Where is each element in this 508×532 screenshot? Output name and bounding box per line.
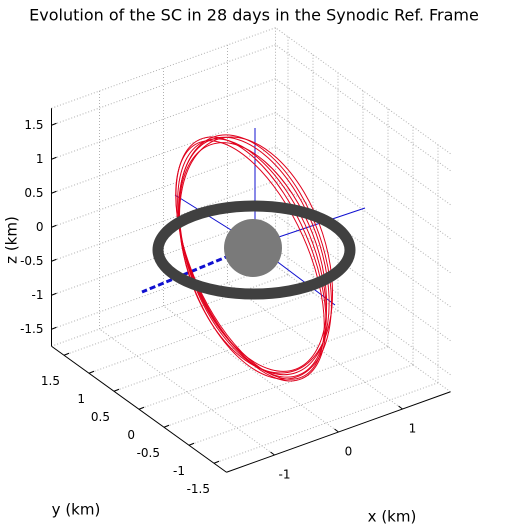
- z-tick-label: -1: [32, 288, 44, 302]
- grid-line: [51, 180, 276, 262]
- z-tick-label: -1.5: [20, 322, 43, 336]
- y-tick-label: -1: [173, 464, 185, 478]
- grid-line: [63, 274, 289, 356]
- z-axis-label: z (km): [3, 216, 21, 264]
- z-tick: [51, 122, 57, 126]
- y-tick-label: -0.5: [137, 446, 160, 460]
- z-tick-label: 1.5: [24, 118, 43, 132]
- sphere: [224, 219, 282, 277]
- y-tick: [88, 370, 95, 374]
- x-tick: [334, 428, 339, 433]
- grid-line: [113, 310, 339, 392]
- z-tick-label: -0.5: [20, 254, 43, 268]
- z-tick: [51, 258, 57, 262]
- y-tick-label: -1.5: [187, 482, 210, 496]
- x-axis-label: x (km): [368, 508, 417, 526]
- x-tick-label: 1: [409, 422, 417, 436]
- grid-line: [138, 328, 364, 410]
- z-tick: [51, 292, 57, 296]
- z-tick-label: 1: [36, 152, 44, 166]
- scene: [141, 128, 366, 382]
- x-tick-label: 0: [345, 445, 353, 459]
- ring: [152, 200, 356, 300]
- grid-line: [163, 346, 389, 428]
- y-tick: [113, 388, 120, 392]
- y-tick: [138, 406, 145, 410]
- grid-line: [51, 44, 276, 126]
- y-axis-label: y (km): [52, 501, 101, 519]
- z-tick: [51, 326, 57, 330]
- grid-line: [51, 78, 276, 160]
- chart-title: Evolution of the SC in 28 days in the Sy…: [29, 6, 479, 25]
- y-tick-label: 0.5: [91, 410, 110, 424]
- box-edge: [51, 27, 276, 109]
- x-tick: [398, 405, 403, 410]
- y-tick-label: 1: [77, 392, 85, 406]
- z-tick: [51, 156, 57, 160]
- grid-line: [227, 282, 403, 410]
- grid-line: [213, 382, 439, 464]
- grid-line: [275, 44, 451, 172]
- z-tick-label: 0.5: [24, 186, 43, 200]
- z-tick: [51, 224, 57, 228]
- grid-line: [51, 146, 276, 228]
- y-tick: [163, 424, 170, 428]
- y-tick-label: 0: [127, 428, 135, 442]
- grid-line: [88, 292, 314, 374]
- grid-line: [275, 248, 451, 376]
- grid-line: [51, 112, 276, 194]
- box-edge: [51, 265, 276, 347]
- y-tick: [213, 460, 220, 464]
- x-tick: [270, 451, 275, 456]
- grid-line: [188, 364, 414, 446]
- x-tick-label: -1: [279, 468, 291, 482]
- z-tick-label: 0: [36, 220, 44, 234]
- y-tick: [63, 352, 70, 356]
- z-tick: [51, 190, 57, 194]
- y-tick-label: 1.5: [41, 374, 60, 388]
- y-tick: [188, 442, 195, 446]
